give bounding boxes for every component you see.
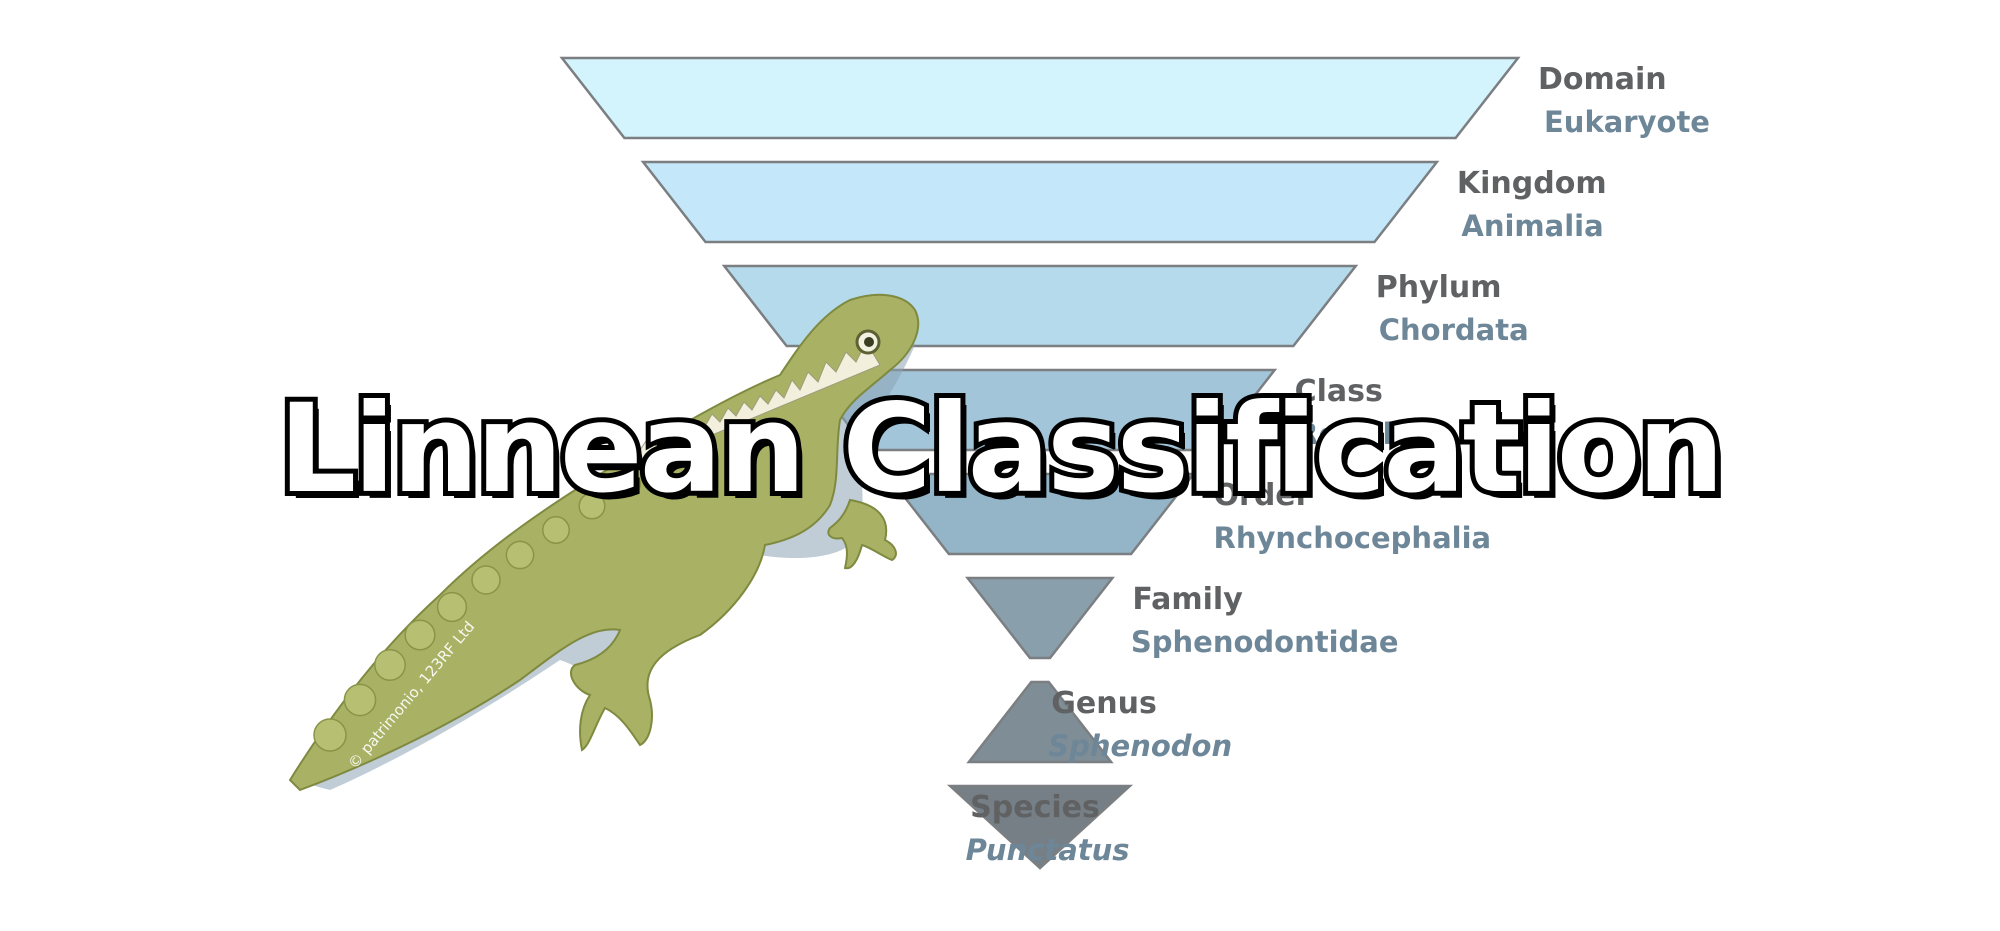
taxon-label-domain: Eukaryote xyxy=(1544,105,1710,139)
tuatara-illustration: © patrimonio, 123RF Ltd xyxy=(288,293,920,792)
pyramid-band-domain xyxy=(559,56,1521,140)
taxon-label-kingdom: Animalia xyxy=(1461,209,1603,243)
tuatara-body xyxy=(288,293,920,792)
rank-label-order: Order xyxy=(1214,478,1311,513)
tuatara-scale xyxy=(343,683,377,717)
taxon-label-family: Sphenodontidae xyxy=(1131,625,1399,659)
tuatara-scale xyxy=(542,516,570,544)
rank-label-kingdom: Kingdom xyxy=(1457,166,1607,201)
rank-label-species: Species xyxy=(970,790,1100,825)
taxon-label-genus: Sphenodon xyxy=(1048,729,1232,763)
tuatara-scale xyxy=(313,718,347,752)
tuatara-scales xyxy=(313,449,677,752)
page-title: Linnean Classification xyxy=(274,378,1730,520)
pyramid-band-species xyxy=(946,784,1134,870)
pyramid-band-family xyxy=(965,576,1115,660)
tuatara-front-leg xyxy=(827,498,897,570)
tuatara-scale xyxy=(614,470,642,498)
tuatara-scale xyxy=(578,492,606,520)
tuatara-scale xyxy=(471,565,501,595)
taxon-label-order: Rhynchocephalia xyxy=(1214,521,1492,555)
tuatara-scale xyxy=(404,619,436,651)
taxon-label-phylum: Chordata xyxy=(1379,313,1529,347)
rank-label-phylum: Phylum xyxy=(1376,270,1502,305)
taxon-label-class: Reptilia xyxy=(1296,417,1422,451)
rank-label-domain: Domain xyxy=(1538,62,1667,97)
tuatara-scale xyxy=(374,649,406,681)
rank-label-class: Class xyxy=(1295,374,1383,409)
tuatara-pupil xyxy=(864,337,874,347)
taxon-label-species: Punctatus xyxy=(966,833,1130,867)
taxonomy-pyramid: Domain Eukaryote Kingdom Animalia Phylum Chor… xyxy=(559,56,1710,870)
tuatara-crest xyxy=(639,340,881,466)
tuatara-scale xyxy=(505,540,535,570)
pyramid-band-genus xyxy=(966,680,1114,764)
pyramid-band-kingdom xyxy=(640,160,1440,244)
pyramid-band-order xyxy=(883,472,1197,556)
rank-label-genus: Genus xyxy=(1051,686,1157,721)
rank-label-family: Family xyxy=(1132,582,1243,617)
tuatara-scale xyxy=(436,591,468,623)
tuatara-scale xyxy=(651,449,677,475)
